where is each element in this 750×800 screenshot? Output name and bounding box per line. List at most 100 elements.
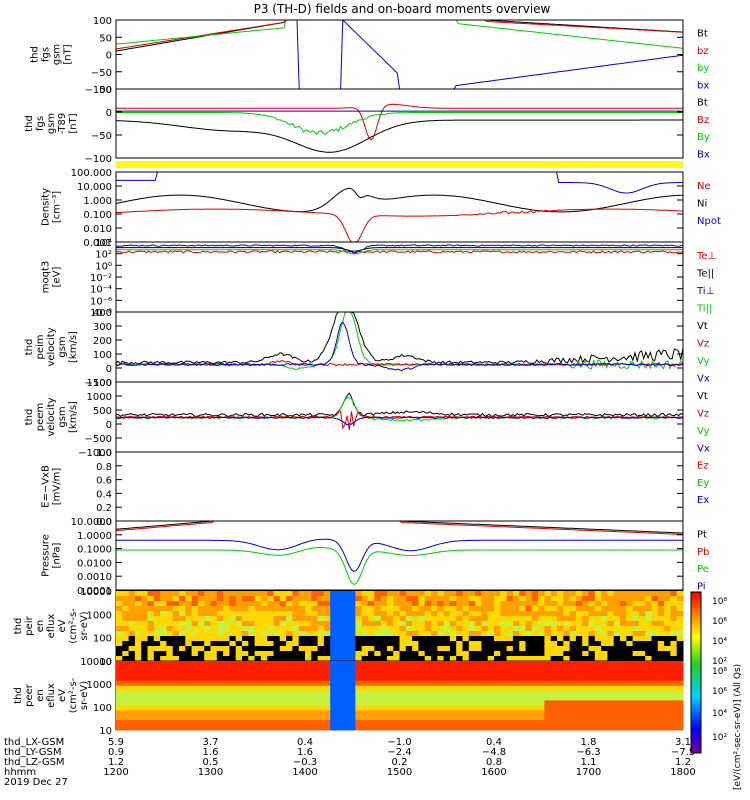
- spectrogram-cell: [197, 705, 205, 711]
- spectrogram-cell: [437, 710, 445, 716]
- spectrogram-panel-9: [116, 591, 684, 662]
- spectrogram-cell: [557, 720, 564, 726]
- series-line-1-4: [116, 20, 683, 89]
- spectrogram-cell: [242, 695, 249, 701]
- spectrogram-cell: [393, 591, 400, 597]
- spectrogram-cell: [563, 665, 571, 672]
- spectrogram-cell: [330, 641, 337, 647]
- series-line-6-3: [116, 410, 683, 431]
- spectrogram-cell: [216, 641, 224, 647]
- spectrogram-cell: [147, 611, 155, 617]
- spectrogram-cell: [424, 611, 432, 617]
- spectrogram-cell: [248, 695, 256, 701]
- spectrogram-cell: [380, 611, 388, 617]
- spectrogram-cell: [349, 611, 356, 617]
- spectrogram-cell: [349, 621, 356, 627]
- spectrogram-cell: [544, 670, 552, 677]
- spectrogram-cell: [229, 675, 237, 682]
- spectrogram-cell: [141, 661, 148, 667]
- spectrogram-cell: [651, 720, 659, 726]
- spectrogram-cell: [462, 631, 470, 637]
- spectrogram-cell: [179, 705, 186, 711]
- spectrogram-cell: [582, 695, 589, 701]
- spectrogram-cell: [305, 596, 312, 602]
- spectrogram-cell: [292, 725, 300, 731]
- spectrogram-cell: [449, 591, 457, 597]
- spectrogram-cell: [412, 675, 419, 682]
- spectrogram-cell: [210, 670, 218, 677]
- spectrogram-cell: [179, 675, 186, 682]
- y-tick-label: 300: [93, 322, 112, 333]
- spectrogram-cell: [386, 680, 394, 687]
- spectrogram-cell: [116, 616, 123, 622]
- spectrogram-cell: [626, 710, 634, 716]
- spectrogram-cell: [160, 690, 167, 696]
- spectrogram-cell: [531, 616, 539, 622]
- spectrogram-cell: [279, 725, 287, 731]
- y-tick-label: 100: [93, 350, 112, 361]
- spectrogram-cell: [311, 641, 319, 647]
- spectrogram-cell: [298, 636, 306, 642]
- spectrogram-cell: [204, 720, 211, 726]
- spectrogram-cell: [676, 601, 684, 607]
- spectrogram-cell: [424, 591, 432, 597]
- spectrogram-cell: [128, 636, 136, 642]
- spectrogram-cell: [638, 646, 646, 652]
- spectrogram-cell: [317, 621, 325, 627]
- spectrogram-cell: [374, 636, 382, 642]
- spectrogram-cell: [399, 601, 407, 607]
- spectrogram-cell: [210, 685, 218, 691]
- spectrogram-cell: [557, 685, 564, 691]
- spectrogram-cell: [179, 616, 186, 622]
- spectrogram-cell: [418, 665, 426, 672]
- spectrogram-cell: [172, 651, 180, 657]
- spectrogram-cell: [197, 675, 205, 682]
- spectrogram-cell: [311, 661, 319, 667]
- spectrogram-cell: [210, 665, 218, 672]
- y-axis-label: peer: [24, 683, 35, 707]
- spectrogram-cell: [204, 631, 211, 637]
- spectrogram-cell: [273, 626, 281, 632]
- spectrogram-cell: [160, 606, 167, 612]
- spectrogram-cell: [292, 690, 300, 696]
- spectrogram-cell: [620, 675, 627, 682]
- spectrogram-cell: [657, 596, 665, 602]
- spectrogram-cell: [305, 626, 312, 632]
- spectrogram-cell: [374, 690, 382, 696]
- spectrogram-cell: [468, 670, 476, 677]
- spectrogram-cell: [550, 700, 558, 706]
- spectrogram-cell: [437, 616, 445, 622]
- spectrogram-cell: [500, 680, 508, 687]
- spectrogram-cell: [412, 636, 419, 642]
- spectrogram-cell: [531, 626, 539, 632]
- series-line-3-1: [116, 187, 683, 213]
- spectrogram-cell: [531, 680, 539, 687]
- spectrogram-cell: [525, 601, 533, 607]
- y-axis-label: [nPa]: [52, 542, 63, 568]
- colorbar-tick-6: 10⁶: [712, 687, 727, 697]
- spectrogram-cell: [393, 715, 400, 721]
- spectrogram-cell: [229, 651, 237, 657]
- spectrogram-cell: [273, 665, 281, 672]
- spectrogram-cell: [569, 601, 577, 607]
- y-axis-label: fgs: [41, 47, 52, 62]
- spectrogram-cell: [632, 626, 640, 632]
- spectrogram-cell: [298, 601, 306, 607]
- spectrogram-cell: [399, 725, 407, 731]
- spectrogram-cell: [286, 651, 293, 657]
- spectrogram-cell: [405, 601, 413, 607]
- spectrogram-cell: [273, 725, 281, 731]
- spectrogram-cell: [323, 695, 331, 701]
- spectrogram-cell: [468, 656, 476, 662]
- spectrogram-cell: [443, 710, 451, 716]
- spectrogram-cell: [273, 680, 281, 687]
- spectrogram-cell: [645, 596, 652, 602]
- spectrogram-cell: [651, 651, 659, 657]
- spectrogram-cell: [594, 680, 602, 687]
- y-axis-label: velocity: [46, 397, 57, 436]
- spectrogram-cell: [456, 725, 463, 731]
- y-tick-label: −500: [85, 434, 112, 445]
- spectrogram-cell: [601, 626, 608, 632]
- spectrogram-cell: [670, 680, 678, 687]
- spectrogram-cell: [286, 700, 293, 706]
